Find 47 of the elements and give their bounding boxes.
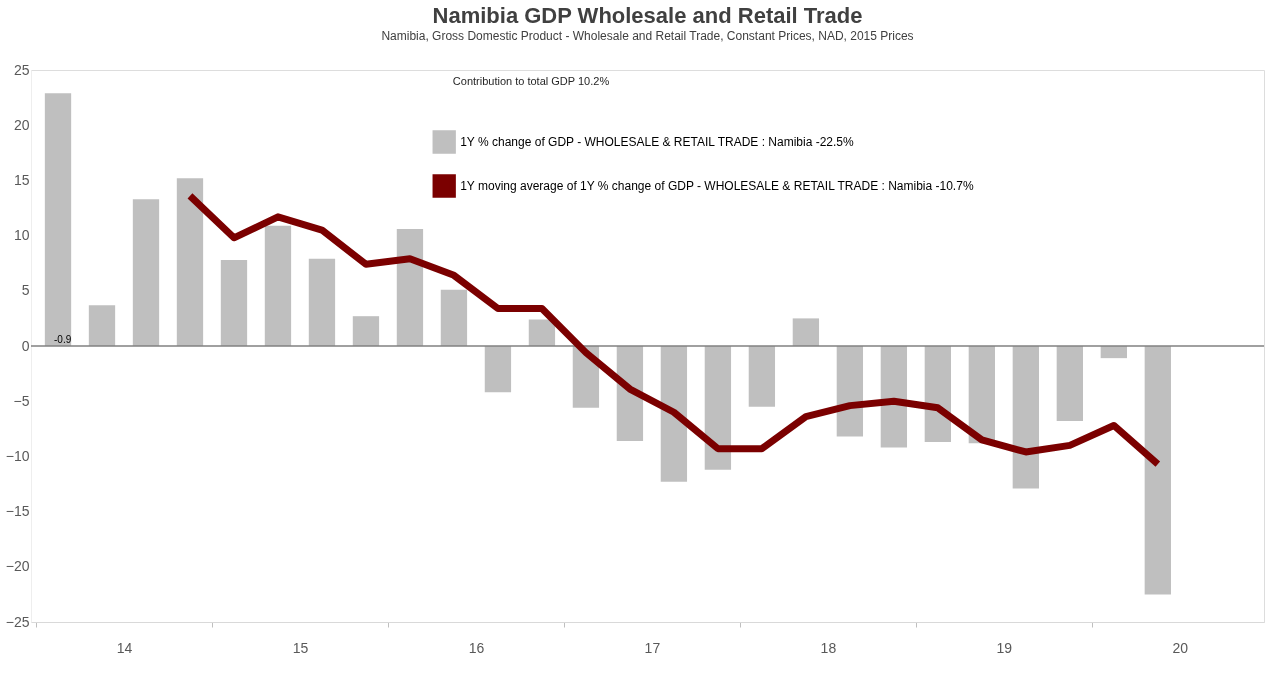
x-tick-label: 15 (292, 639, 309, 656)
bar (968, 346, 995, 444)
x-tick-label: 16 (468, 639, 485, 656)
bar (1056, 346, 1083, 422)
y-tick-label: 5 (21, 282, 30, 299)
bar (440, 289, 468, 346)
bar (924, 346, 952, 443)
annotation: Contribution to total GDP 10.2% (452, 75, 610, 87)
y-tick-label: −5 (13, 392, 30, 409)
y-tick-label: −25 (5, 613, 30, 630)
bar (132, 199, 160, 346)
x-tick-label: 17 (644, 639, 661, 656)
y-tick-label: −15 (5, 503, 30, 520)
bar (176, 178, 204, 346)
bar (396, 228, 424, 346)
bar (748, 346, 776, 407)
legend-label: 1Y % change of GDP - WHOLESALE & RETAIL TRADE : Namibia -22.5% (460, 135, 855, 149)
bar (220, 259, 248, 346)
x-tick-label: 20 (1172, 639, 1189, 656)
y-tick-label: 20 (13, 116, 30, 133)
bar (88, 305, 116, 346)
bar (704, 346, 732, 470)
bar (792, 318, 820, 346)
y-tick-label: −20 (5, 558, 30, 575)
y-tick-label: 25 (13, 61, 30, 78)
legend-label: 1Y moving average of 1Y % change of GDP - WHOLESALE & RETAIL TRADE : Namibia -10.7% (460, 179, 974, 193)
y-tick-label: −10 (5, 447, 30, 464)
bar (528, 319, 556, 346)
annotation: -0.9 (54, 334, 72, 345)
bar (264, 225, 292, 346)
y-tick-label: 10 (13, 227, 30, 244)
bar (1144, 346, 1171, 595)
bar (352, 316, 380, 346)
bar (308, 258, 336, 346)
bar (484, 346, 512, 393)
bar (44, 93, 72, 346)
x-tick-label: 14 (116, 639, 133, 656)
y-tick-label: 0 (21, 337, 30, 354)
chart-title: Namibia GDP Wholesale and Retail Trade (432, 3, 863, 28)
y-tick-label: 15 (13, 171, 30, 188)
x-tick-label: 18 (820, 639, 837, 656)
bar (1012, 346, 1039, 489)
x-tick-label: 19 (996, 639, 1013, 656)
chart-subtitle: Namibia, Gross Domestic Product - Wholesale and Retail Trade, Constant Prices, NAD, 2015 Prices (381, 29, 914, 43)
bar (660, 346, 688, 482)
bar (836, 346, 864, 437)
bar (880, 346, 908, 448)
